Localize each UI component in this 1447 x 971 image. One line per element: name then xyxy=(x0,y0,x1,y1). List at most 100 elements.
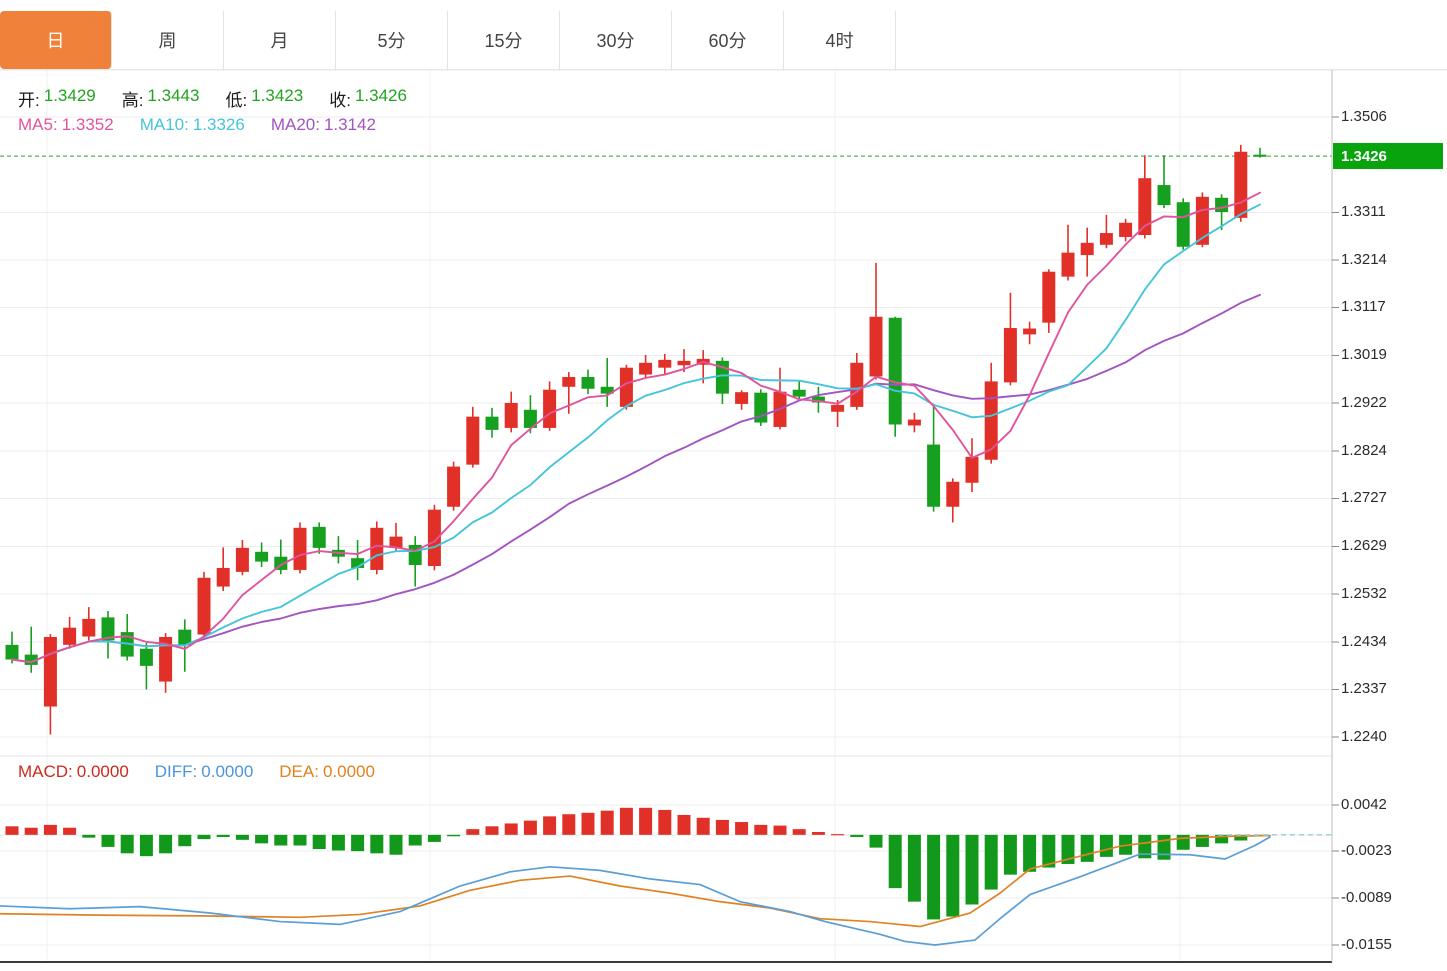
ma20-line xyxy=(11,293,1261,664)
candle-body xyxy=(735,392,749,404)
tab-label: 日 xyxy=(46,31,65,51)
tab-label: 60分 xyxy=(708,31,747,51)
macd-item: MACD: 0.0000 xyxy=(18,762,129,782)
macd-hist-bar xyxy=(543,816,557,835)
macd-hist-bar xyxy=(581,812,595,835)
ma5-line xyxy=(11,191,1261,664)
ma-legend: MA5: 1.3352 MA10: 1.3326 MA20: 1.3142 xyxy=(18,115,376,135)
candle-body xyxy=(1253,154,1267,157)
candle-body xyxy=(543,389,557,428)
macd-hist-bar xyxy=(984,834,998,890)
macd-hist-bar xyxy=(139,834,153,857)
macd-hist-bar xyxy=(5,826,19,835)
macd-hist-bar xyxy=(831,834,845,836)
ohlc-label: 开: xyxy=(18,91,40,110)
candle-body xyxy=(811,396,825,403)
candle-body xyxy=(389,536,403,548)
candle-body xyxy=(427,509,441,567)
price-axis-label: 1.3506 xyxy=(1341,108,1387,125)
timeframe-tab-月[interactable]: 月 xyxy=(224,11,336,69)
macd-hist-bar xyxy=(351,834,365,852)
candle-body xyxy=(370,527,384,570)
timeframe-tab-60分[interactable]: 60分 xyxy=(672,11,784,69)
macd-hist-bar xyxy=(735,822,749,835)
candle-body xyxy=(1176,202,1190,247)
macd-hist-bar xyxy=(888,834,902,889)
ohlc-label: 收: xyxy=(329,91,351,110)
candle-body xyxy=(178,629,192,645)
candle-body xyxy=(1234,151,1248,218)
candle-body xyxy=(1042,271,1056,323)
ma-label: MA10: xyxy=(139,115,189,134)
macd-hist-bar xyxy=(370,834,384,854)
candle-body xyxy=(792,389,806,397)
price-axis-label: 1.2532 xyxy=(1341,584,1387,602)
price-axis-label: 1.3311 xyxy=(1341,203,1386,221)
macd-hist-bar xyxy=(82,834,96,838)
macd-hist-bar xyxy=(1215,834,1229,844)
ma-item: MA5: 1.3352 xyxy=(18,115,114,135)
ma-value: 1.3352 xyxy=(61,115,114,134)
macd-hist-bar xyxy=(600,810,614,835)
macd-hist-bar xyxy=(792,829,806,835)
ohlc-value: 1.3443 xyxy=(147,86,200,105)
macd-item: DIFF: 0.0000 xyxy=(155,762,254,782)
current-price-value: 1.3426 xyxy=(1341,147,1387,165)
macd-hist-bar xyxy=(159,834,173,854)
macd-hist-bar xyxy=(274,834,288,846)
dea-line xyxy=(0,834,1271,928)
candle-body xyxy=(485,416,499,430)
candle-body xyxy=(255,551,269,562)
timeframe-tab-5分[interactable]: 5分 xyxy=(336,11,448,69)
macd-hist-bar xyxy=(677,814,691,835)
ohlc-item: 高: 1.3443 xyxy=(122,86,200,111)
macd-hist-bar xyxy=(715,819,729,835)
candle-body xyxy=(1023,328,1037,335)
ohlc-value: 1.3426 xyxy=(354,86,407,105)
timeframe-tab-周[interactable]: 周 xyxy=(112,11,224,69)
timeframe-tab-日[interactable]: 日 xyxy=(0,11,112,69)
macd-hist-bar xyxy=(907,834,921,902)
macd-hist-bar xyxy=(235,834,249,840)
macd-value: 0.0000 xyxy=(201,762,254,781)
ohlc-value: 1.3429 xyxy=(43,86,96,105)
macd-hist-bar xyxy=(1023,834,1037,872)
macd-hist-bar xyxy=(24,827,38,835)
price-axis-label: 1.2337 xyxy=(1341,680,1387,698)
timeframe-tab-4时[interactable]: 4时 xyxy=(784,11,896,69)
price-axis-label: 1.2824 xyxy=(1341,441,1387,459)
candle-body xyxy=(1138,178,1152,236)
macd-hist-bar xyxy=(63,827,77,835)
timeframe-tabs: 日 周 月 5分 15分 30分 60分 4时 xyxy=(0,0,1447,70)
macd-hist-bar xyxy=(658,809,672,835)
tab-label: 5分 xyxy=(377,31,406,51)
candle-body xyxy=(1080,242,1094,256)
candle-body xyxy=(946,481,960,507)
macd-hist-bar xyxy=(773,825,787,835)
ma-label: MA5: xyxy=(18,115,58,134)
candle-body xyxy=(1003,328,1017,383)
macd-hist-bar xyxy=(255,834,269,844)
macd-hist-bar xyxy=(216,834,230,837)
price-axis-label: 1.2434 xyxy=(1341,632,1387,650)
candle-body xyxy=(5,644,19,660)
ma-value: 1.3326 xyxy=(192,115,245,134)
candle-body xyxy=(82,618,96,637)
macd-hist-bar xyxy=(619,807,633,835)
macd-label: DIFF: xyxy=(154,762,198,781)
candle-body xyxy=(1119,222,1133,237)
macd-label: MACD: xyxy=(18,762,73,781)
candle-body xyxy=(562,377,576,387)
macd-hist-bar xyxy=(408,834,422,846)
candle-body xyxy=(658,359,672,368)
macd-hist-bar xyxy=(927,834,941,920)
timeframe-tab-15分[interactable]: 15分 xyxy=(448,11,560,69)
macd-hist-bar xyxy=(1176,834,1190,850)
candle-body xyxy=(197,577,211,635)
price-axis-label: 1.2240 xyxy=(1341,727,1387,745)
candle-body xyxy=(293,527,307,570)
timeframe-tab-30分[interactable]: 30分 xyxy=(560,11,672,69)
macd-hist-bar xyxy=(1061,834,1075,864)
ma-item: MA10: 1.3326 xyxy=(140,115,245,135)
